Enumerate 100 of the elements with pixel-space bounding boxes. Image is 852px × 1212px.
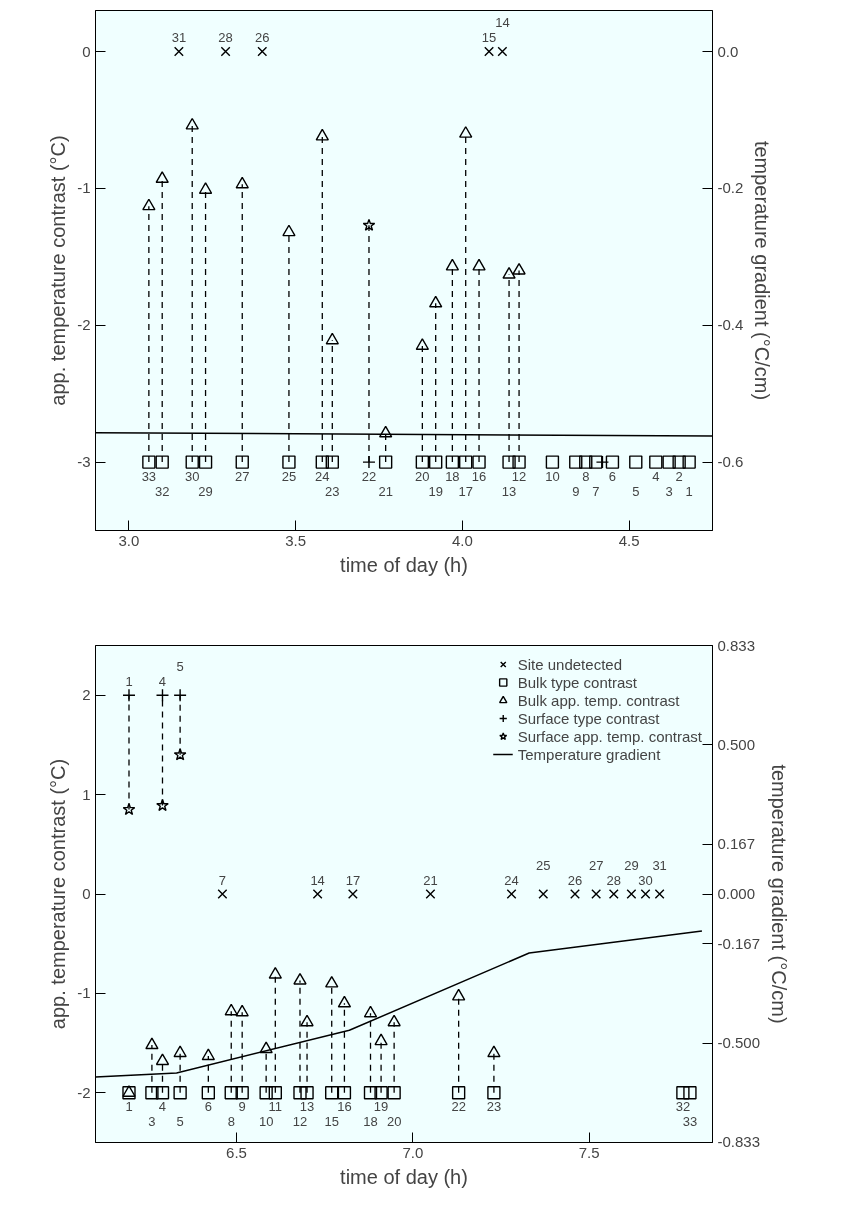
annotation: 5 [632, 483, 640, 499]
y-axis-title: app. temperature contrast (°C) [47, 758, 70, 1030]
y2-tick-label: -0.4 [717, 316, 744, 334]
point [235, 1004, 249, 1017]
point [201, 1086, 216, 1100]
point [145, 1086, 159, 1100]
point [363, 1086, 378, 1100]
point [337, 1086, 352, 1100]
y2-tick-label: -0.6 [717, 453, 744, 471]
annotation: 1 [125, 1099, 133, 1115]
point [315, 128, 329, 141]
annotation: 14 [495, 15, 510, 31]
point [487, 1086, 501, 1100]
point [259, 1086, 273, 1100]
point [201, 1048, 216, 1061]
point [608, 889, 619, 899]
point [282, 455, 296, 469]
point [300, 1086, 314, 1100]
annotation: 19 [373, 1099, 389, 1115]
point [415, 455, 430, 469]
annotation: 4 [158, 673, 167, 689]
x-tick-label: 4.0 [451, 531, 473, 549]
annotation: 16 [471, 468, 487, 484]
point [591, 889, 602, 899]
annotation: 29 [198, 483, 213, 499]
annotation: 15 [481, 30, 497, 46]
point [570, 889, 580, 899]
point [282, 224, 296, 237]
point [173, 1086, 187, 1100]
annotation: 19 [428, 483, 443, 499]
point [268, 1086, 283, 1100]
point [224, 1086, 238, 1100]
point [325, 1086, 339, 1100]
point [293, 1086, 307, 1100]
point [451, 988, 466, 1001]
y-tick-label: 1 [82, 785, 91, 803]
annotation: 20 [415, 468, 430, 484]
annotation: 26 [255, 30, 270, 46]
annotation: 20 [386, 1114, 402, 1130]
point [512, 262, 526, 275]
point [122, 802, 136, 816]
point [415, 338, 430, 350]
y2-tick-label: -0.167 [717, 934, 761, 952]
point [579, 455, 593, 469]
point [569, 455, 583, 469]
annotation: 4 [158, 1099, 167, 1115]
y2-tick-label: 0.000 [717, 885, 756, 902]
point [325, 975, 339, 988]
legend-label: Surface app. temp. contrast [517, 727, 702, 745]
annotation: 33 [141, 468, 157, 484]
annotation: 12 [511, 468, 527, 484]
annotation: 29 [624, 857, 639, 873]
x-tick-label: 4.5 [618, 531, 640, 549]
point [156, 798, 169, 812]
y-axis-title: app. temperature contrast (°C) [47, 135, 70, 406]
annotation: 5 [176, 1114, 184, 1130]
annotation: 3 [148, 1114, 156, 1130]
y-tick-label: 0 [82, 42, 91, 60]
point [629, 455, 643, 469]
annotation: 2 [675, 468, 683, 484]
y-tick-label: -1 [77, 984, 91, 1002]
point [451, 1086, 466, 1100]
annotation: 8 [227, 1114, 235, 1130]
point [155, 1086, 170, 1100]
annotation: 30 [638, 872, 653, 888]
point [378, 425, 393, 438]
point [315, 455, 329, 469]
point [325, 332, 339, 345]
point [217, 889, 228, 899]
annotation: 9 [572, 483, 580, 499]
annotation: 32 [154, 483, 170, 499]
x-tick-label: 7.0 [402, 1143, 424, 1161]
annotation: 25 [281, 468, 297, 484]
x-tick-label: 7.5 [578, 1143, 600, 1161]
point [198, 182, 213, 194]
annotation: 10 [258, 1114, 274, 1130]
y2-tick-label: 0.500 [717, 735, 756, 753]
x-tick-label: 3.0 [118, 531, 140, 549]
point [155, 171, 169, 183]
point [185, 455, 199, 469]
point [506, 889, 517, 899]
annotation: 5 [176, 658, 184, 674]
point [459, 455, 473, 469]
annotation: 31 [652, 857, 667, 873]
annotation: 25 [536, 857, 551, 873]
point [428, 455, 443, 469]
point [145, 1037, 159, 1050]
point [545, 455, 560, 469]
annotation: 7 [218, 872, 227, 888]
point [387, 1014, 401, 1027]
legend-label: Bulk type contrast [517, 673, 637, 691]
annotation: 21 [378, 483, 393, 499]
point [185, 117, 199, 130]
point [173, 748, 187, 761]
annotation: 10 [545, 468, 560, 484]
point [538, 889, 549, 899]
point [173, 1045, 187, 1058]
point [512, 455, 526, 469]
annotation: 17 [345, 872, 361, 888]
point [605, 455, 620, 469]
